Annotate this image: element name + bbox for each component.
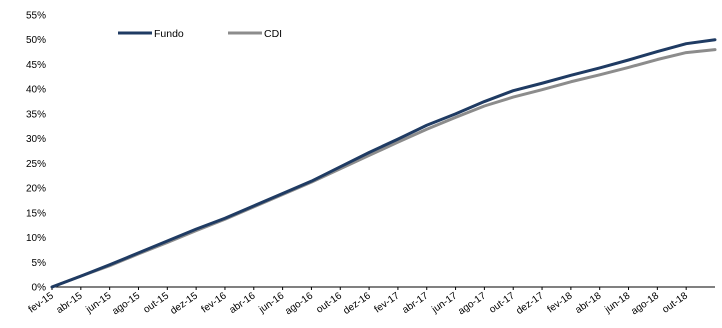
y-tick-label: 35% <box>26 109 46 120</box>
x-tick-label: abr-18 <box>573 290 603 316</box>
y-tick-label: 0% <box>32 283 47 294</box>
y-tick-label: 20% <box>26 184 46 195</box>
series-line-cdi <box>50 48 717 289</box>
x-tick-label: abr-15 <box>55 290 85 316</box>
x-tick-label: out-15 <box>141 290 171 316</box>
legend: Fundo CDI <box>118 28 282 40</box>
y-tick-label: 15% <box>26 208 46 219</box>
x-tick-label: fev-17 <box>373 290 402 315</box>
y-tick-label: 30% <box>26 134 46 145</box>
x-tick-label: out-17 <box>487 290 517 316</box>
y-axis-labels: 0% 5% 10% 15% 20% 25% 30% 35% 40% 45% 50% 55% <box>26 11 46 294</box>
x-tick-label: abr-16 <box>228 290 258 316</box>
x-tick-label: ago-16 <box>283 290 315 317</box>
y-tick-label: 55% <box>26 11 46 22</box>
x-tick-label: ago-18 <box>629 290 661 317</box>
x-tick-label: ago-17 <box>456 290 488 317</box>
y-tick-label: 45% <box>26 60 46 71</box>
x-tick-label: ago-15 <box>110 290 142 317</box>
x-tick-label: jun-15 <box>83 290 113 316</box>
x-tick-label: fev-15 <box>27 290 56 315</box>
legend-label: CDI <box>264 28 282 40</box>
series-lines <box>50 38 717 289</box>
y-tick-label: 50% <box>26 35 46 46</box>
x-tick-label: dez-17 <box>514 290 546 317</box>
x-tick-label: abr-17 <box>400 290 430 316</box>
x-tick-label: dez-15 <box>168 290 200 317</box>
x-tick-label: out-16 <box>314 290 344 316</box>
x-tick-label: out-18 <box>660 290 690 316</box>
y-tick-label: 25% <box>26 159 46 170</box>
x-tick-label: jun-18 <box>602 290 632 316</box>
y-tick-label: 10% <box>26 233 46 244</box>
x-tick-label: fev-16 <box>200 290 229 315</box>
y-tick-label: 40% <box>26 85 46 96</box>
y-tick-label: 5% <box>32 258 47 269</box>
x-tick-label: jun-16 <box>256 290 286 316</box>
series-line-fundo <box>50 38 717 289</box>
x-tick-label: dez-16 <box>341 290 373 317</box>
x-tick-label: fev-18 <box>546 290 575 315</box>
legend-label: Fundo <box>154 28 184 40</box>
x-tick-label: jun-17 <box>429 290 459 316</box>
